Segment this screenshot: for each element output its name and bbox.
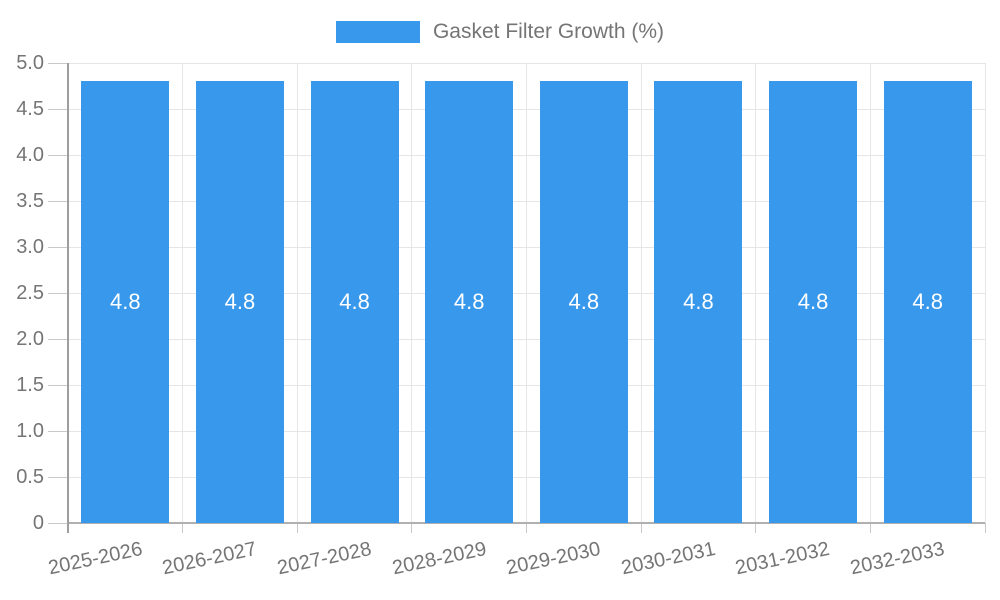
y-axis-label: 1.0 bbox=[16, 420, 44, 442]
x-gridline bbox=[296, 63, 298, 523]
legend-label: Gasket Filter Growth (%) bbox=[432, 20, 665, 43]
bar-value-label: 4.8 bbox=[568, 289, 600, 315]
y-axis-label: 0.5 bbox=[16, 466, 44, 488]
x-axis-tick bbox=[984, 523, 986, 533]
x-gridline bbox=[640, 63, 642, 523]
x-axis-label: 2025-2026 bbox=[45, 537, 145, 580]
bar[interactable] bbox=[883, 81, 972, 523]
y-axis-tick bbox=[48, 522, 68, 524]
x-axis-label: 2030-2031 bbox=[619, 537, 718, 580]
bar-value-label: 4.8 bbox=[683, 289, 714, 315]
y-axis-label: 2.0 bbox=[16, 328, 44, 350]
y-axis-tick bbox=[48, 338, 68, 340]
y-axis-tick bbox=[48, 154, 68, 156]
x-axis-tick bbox=[640, 523, 642, 533]
y-axis-label: 1.5 bbox=[16, 374, 44, 396]
x-gridline bbox=[984, 63, 986, 523]
bar[interactable] bbox=[81, 81, 170, 523]
bar[interactable] bbox=[539, 81, 628, 523]
x-axis-tick bbox=[411, 523, 413, 533]
bar-value-label: 4.8 bbox=[797, 289, 829, 315]
y-axis-tick bbox=[48, 476, 68, 478]
y-axis-tick bbox=[48, 108, 68, 110]
y-axis-line bbox=[67, 63, 69, 533]
y-axis-tick bbox=[48, 246, 68, 248]
bar[interactable] bbox=[425, 81, 514, 523]
y-axis-tick bbox=[48, 200, 68, 202]
x-axis-tick bbox=[869, 523, 871, 533]
x-axis-tick bbox=[296, 523, 298, 533]
bar[interactable] bbox=[310, 81, 399, 523]
y-axis-tick bbox=[48, 430, 68, 432]
x-gridline bbox=[182, 63, 184, 523]
bar-value-label: 4.8 bbox=[224, 289, 256, 315]
y-axis-label: 2.5 bbox=[16, 282, 44, 304]
bar-value-label: 4.8 bbox=[453, 289, 485, 315]
bar[interactable] bbox=[654, 81, 743, 523]
x-gridline bbox=[526, 63, 527, 523]
y-axis-label: 4.0 bbox=[16, 144, 44, 166]
x-axis-label: 2027-2028 bbox=[275, 537, 374, 580]
y-axis-label: 3.5 bbox=[16, 190, 44, 212]
x-axis-label: 2031-2032 bbox=[733, 537, 832, 580]
x-gridline bbox=[869, 63, 871, 523]
bar-value-label: 4.8 bbox=[912, 289, 943, 315]
y-axis-label: 3.0 bbox=[16, 236, 44, 258]
x-gridline bbox=[411, 63, 413, 523]
y-axis-tick bbox=[48, 62, 68, 64]
legend-item[interactable]: Gasket Filter Growth (%) bbox=[0, 19, 1000, 45]
y-axis-tick bbox=[48, 384, 68, 386]
x-axis-tick bbox=[526, 523, 527, 533]
y-axis-tick bbox=[48, 292, 68, 294]
x-axis-label: 2032-2033 bbox=[848, 537, 947, 580]
x-axis-tick bbox=[755, 523, 757, 533]
y-axis-label: 4.5 bbox=[16, 98, 44, 120]
bar-value-label: 4.8 bbox=[110, 289, 141, 315]
bar[interactable] bbox=[195, 81, 284, 523]
y-axis-label: 0 bbox=[32, 512, 44, 534]
legend-swatch bbox=[335, 21, 420, 43]
x-axis-tick bbox=[182, 523, 184, 533]
x-axis-label: 2026-2027 bbox=[160, 537, 259, 580]
x-axis-label: 2029-2030 bbox=[504, 537, 603, 580]
y-axis-label: 5.0 bbox=[16, 52, 44, 74]
bar[interactable] bbox=[769, 81, 858, 523]
bar-value-label: 4.8 bbox=[339, 289, 370, 315]
x-gridline bbox=[755, 63, 757, 523]
x-axis-label: 2028-2029 bbox=[389, 537, 488, 580]
x-axis-line bbox=[68, 522, 985, 524]
